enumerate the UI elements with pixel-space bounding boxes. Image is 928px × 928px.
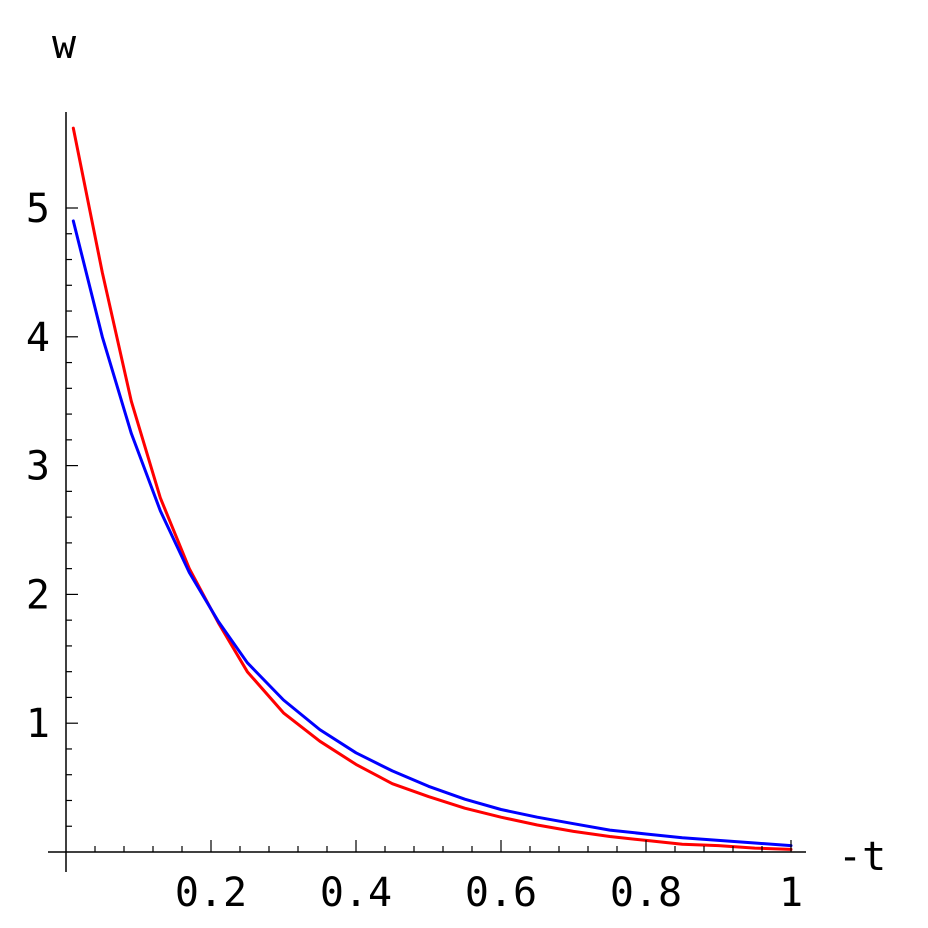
y-tick-label: 1: [26, 701, 50, 747]
x-tick-label: 0.6: [465, 870, 537, 916]
y-tick-label: 4: [26, 315, 50, 361]
y-tick-label: 5: [26, 186, 50, 232]
red-series-line: [71, 126, 793, 851]
series-layer: [71, 126, 793, 851]
y-ticks: 1 2 3 4 5: [26, 186, 78, 827]
x-tick-label: 1: [779, 870, 803, 916]
y-axis-label: w: [52, 22, 77, 68]
blue-series-line: [71, 219, 793, 848]
x-tick-label: 0.2: [175, 870, 247, 916]
y-tick-label: 3: [26, 444, 50, 490]
x-tick-label: 0.8: [610, 870, 682, 916]
x-ticks: 0.2 0.4 0.6 0.8 1: [94, 840, 803, 916]
x-tick-label: 0.4: [320, 870, 392, 916]
x-axis-label: -t: [838, 834, 886, 880]
y-tick-label: 2: [26, 572, 50, 618]
